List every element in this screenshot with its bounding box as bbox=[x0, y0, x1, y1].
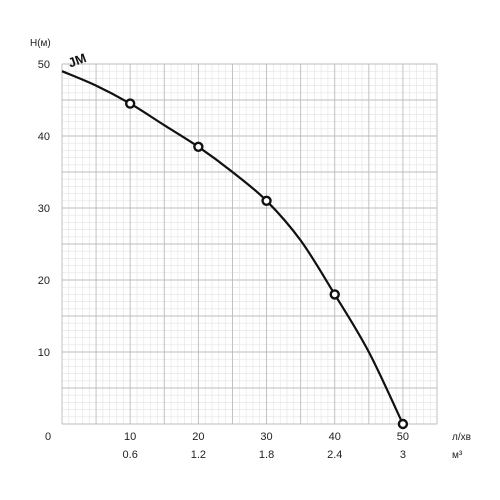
x2-tick-label: 0.6 bbox=[123, 449, 138, 461]
y-tick-label: 40 bbox=[38, 131, 50, 143]
x2-tick-label: 1.2 bbox=[191, 449, 206, 461]
data-point-marker bbox=[397, 418, 409, 430]
x-tick-label: 10 bbox=[124, 431, 136, 443]
data-point-marker bbox=[261, 195, 272, 207]
data-point-marker bbox=[124, 98, 136, 109]
tick-labels: 10 20 30 40 50 10 0.6 20 1.2 30 1.8 40 2.4 50 3 bbox=[38, 59, 409, 461]
series-line-jm bbox=[61, 70, 404, 425]
series-layer: JM bbox=[61, 50, 404, 425]
x2-tick-label: 1.8 bbox=[259, 449, 274, 461]
series-label-jm: JM bbox=[66, 50, 88, 70]
data-point-marker bbox=[193, 141, 204, 153]
x-tick-label: 20 bbox=[192, 431, 204, 443]
y-axis-label: H(м) bbox=[30, 38, 51, 49]
x-axis-label: л/хв bbox=[452, 432, 471, 443]
origin-label: 0 bbox=[45, 431, 51, 443]
x2-tick-label: 3 bbox=[400, 449, 406, 461]
y-tick-label: 50 bbox=[38, 59, 50, 71]
x2-tick-label: 2.4 bbox=[327, 449, 342, 461]
y-tick-label: 30 bbox=[38, 203, 50, 215]
data-point-marker bbox=[329, 289, 340, 300]
major-grid bbox=[61, 63, 438, 425]
x-tick-label: 40 bbox=[329, 431, 341, 443]
x-tick-label: 30 bbox=[260, 431, 272, 443]
y-tick-label: 20 bbox=[38, 275, 50, 287]
marker-layer bbox=[124, 98, 409, 430]
x-tick-label: 50 bbox=[397, 431, 409, 443]
y-tick-label: 10 bbox=[38, 347, 50, 359]
x2-axis-label: м³ bbox=[452, 450, 463, 461]
